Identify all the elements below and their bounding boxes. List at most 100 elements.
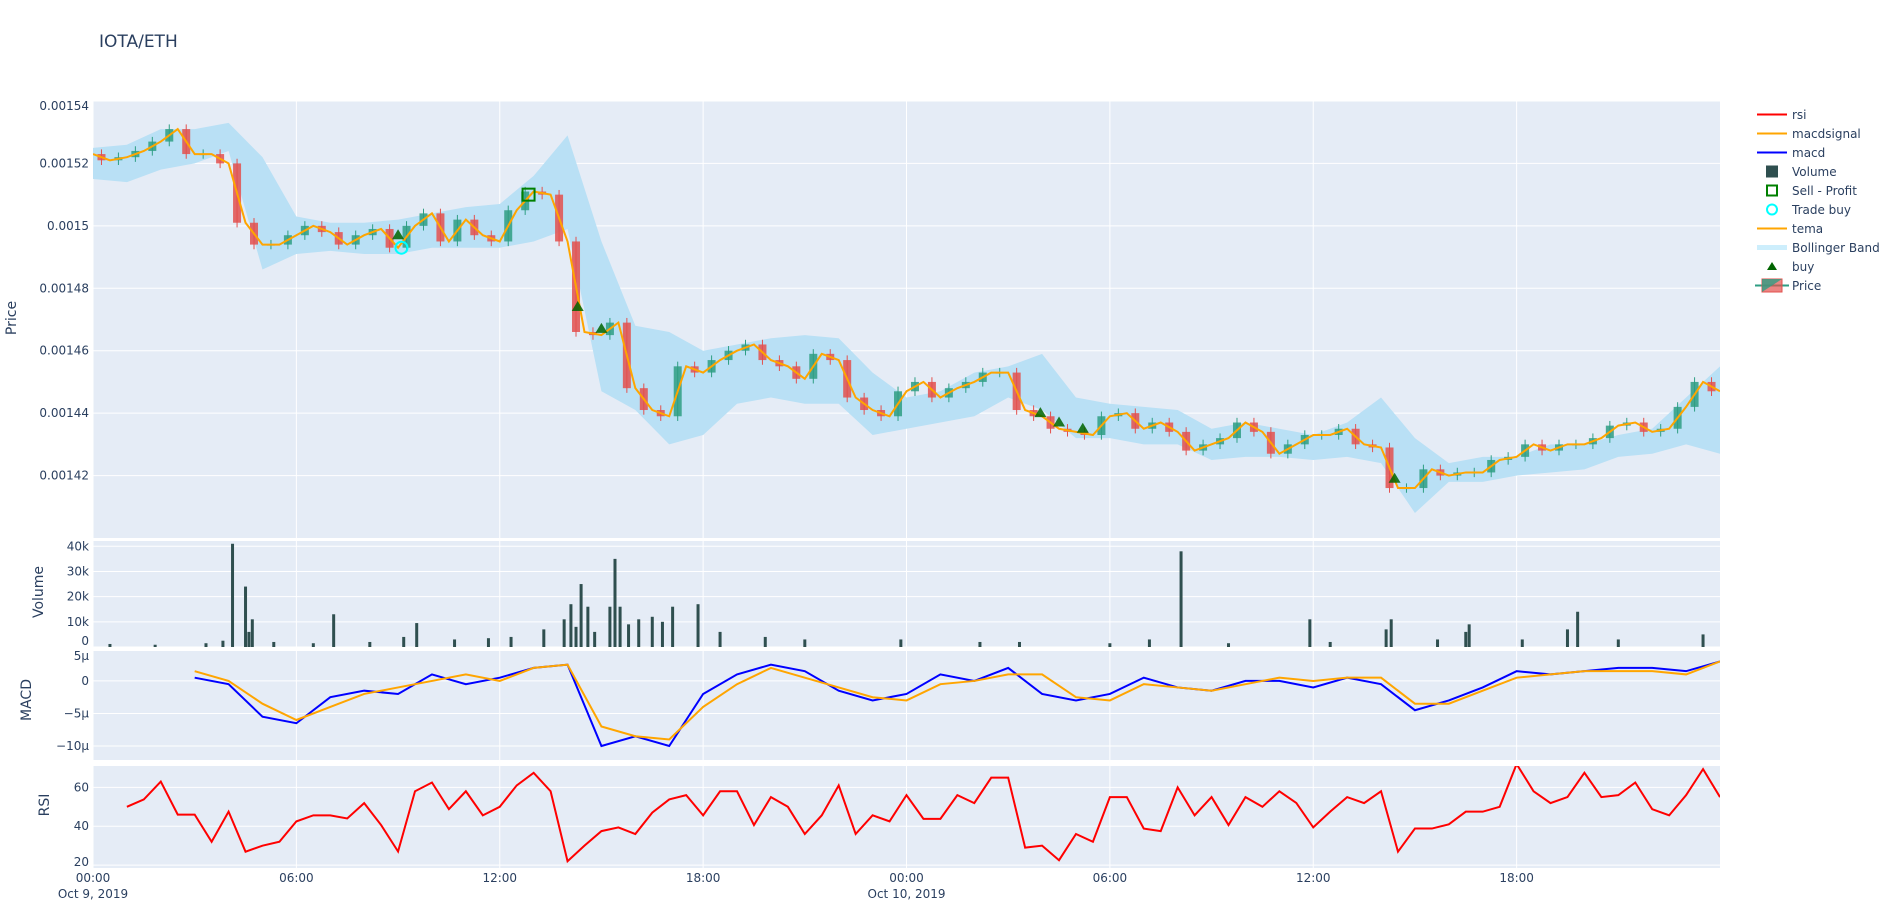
xtick-date-label: Oct 9, 2019 — [58, 887, 128, 901]
volume-bar — [1389, 619, 1393, 647]
volume-ytick-label: 30k — [67, 564, 89, 578]
volume-bar — [108, 643, 112, 647]
buy-marker — [392, 229, 405, 240]
legend-label: buy — [1792, 259, 1815, 274]
xtick-label: 12:00 — [482, 871, 517, 885]
volume-bar — [415, 623, 419, 647]
volume-bar — [1308, 619, 1312, 647]
legend-label: Sell - Profit — [1792, 183, 1857, 198]
rsi-axis-title: RSI — [37, 793, 53, 817]
chart-title: IOTA/ETH — [99, 32, 178, 52]
legend-square-filled-icon — [1752, 162, 1792, 181]
volume-bar — [899, 639, 903, 647]
volume-bar — [1384, 629, 1388, 647]
price-marks — [93, 122, 1720, 514]
legend-item-rsi[interactable]: rsi — [1752, 105, 1880, 124]
volume-bar — [1464, 631, 1468, 647]
legend-label: Price — [1792, 278, 1822, 293]
buy-marker — [1076, 422, 1089, 433]
volume-ytick-label: 0 — [81, 634, 89, 648]
volume-bar — [311, 643, 315, 647]
volume-bar — [1576, 611, 1580, 647]
volume-bar — [153, 644, 157, 647]
volume-bar — [486, 638, 490, 647]
sell-profit-marker — [521, 187, 536, 202]
legend-item-volume[interactable]: Volume — [1752, 162, 1880, 181]
legend-item-tema[interactable]: tema — [1752, 219, 1880, 238]
xtick-label: 18:00 — [686, 871, 721, 885]
volume-bar — [608, 606, 612, 647]
legend-line-icon — [1752, 105, 1792, 124]
bollinger-band — [93, 122, 1720, 514]
legend-item-trade-buy[interactable]: Trade buy — [1752, 200, 1880, 219]
volume-bar — [250, 619, 254, 647]
rsi-ytick-label: 20 — [74, 855, 89, 869]
macd-marks — [194, 660, 1720, 748]
xtick-label: 00:00 — [76, 871, 111, 885]
volume-ytick-label: 10k — [67, 615, 89, 629]
volume-ytick-label: 20k — [67, 590, 89, 604]
volume-bar — [803, 639, 807, 647]
legend-item-macd[interactable]: macd — [1752, 143, 1880, 162]
legend-candlestick-icon — [1752, 276, 1792, 295]
xtick-date-label: Oct 10, 2019 — [868, 887, 946, 901]
volume-bar — [613, 558, 617, 647]
volume-bar — [562, 619, 566, 647]
xtick-label: 00:00 — [889, 871, 924, 885]
volume-bar — [1108, 643, 1112, 647]
volume-bar — [221, 640, 225, 647]
volume-bar — [593, 631, 597, 647]
legend-line-icon — [1752, 143, 1792, 162]
macd-ytick-label: 0 — [81, 674, 89, 688]
legend-label: tema — [1792, 221, 1824, 236]
buy-marker — [1034, 407, 1047, 418]
volume-bar — [244, 586, 248, 647]
price-ytick-label: 0.00154 — [39, 99, 89, 113]
macd-ytick-label: 5µ — [74, 649, 90, 663]
volume-bar — [618, 606, 622, 647]
volume-bar — [574, 626, 578, 647]
volume-bar — [231, 543, 235, 647]
macd-line — [194, 660, 1720, 748]
volume-bar — [650, 616, 654, 647]
legend-band-icon — [1752, 238, 1792, 257]
xtick-label: 06:00 — [1093, 871, 1128, 885]
rsi-line — [126, 766, 1720, 864]
legend-label: Bollinger Band — [1792, 240, 1880, 255]
legend-item-buy[interactable]: buy — [1752, 257, 1880, 276]
xtick-label: 12:00 — [1296, 871, 1331, 885]
trade-buy-marker — [394, 240, 409, 255]
volume-bar — [1565, 629, 1569, 647]
legend-label: Trade buy — [1792, 202, 1851, 217]
volume-bar — [627, 624, 631, 647]
volume-marks — [108, 543, 1705, 647]
volume-bar — [1147, 639, 1151, 647]
legend-square-open-icon — [1752, 181, 1792, 200]
buy-marker — [1388, 472, 1401, 483]
price-ytick-label: 0.0015 — [47, 219, 89, 233]
price-axis-title: Price — [4, 300, 20, 336]
volume-bar — [332, 614, 336, 647]
volume-bar — [1328, 641, 1332, 647]
price-ytick-label: 0.00152 — [39, 156, 89, 170]
volume-bar — [509, 636, 513, 647]
volume-bar — [671, 606, 675, 647]
price-ytick-label: 0.00146 — [39, 344, 89, 358]
price-ytick-label: 0.00144 — [39, 406, 89, 420]
rsi-ytick-label: 40 — [74, 819, 89, 833]
macd-ytick-label: −5µ — [64, 706, 90, 720]
legend-circle-open-icon — [1752, 200, 1792, 219]
legend-item-sell-profit[interactable]: Sell - Profit — [1752, 181, 1880, 200]
volume-bar — [453, 639, 457, 647]
legend-item-bollinger-band[interactable]: Bollinger Band — [1752, 238, 1880, 257]
volume-axis-title: Volume — [31, 565, 47, 619]
legend-item-price[interactable]: Price — [1752, 276, 1880, 295]
legend-item-macdsignal[interactable]: macdsignal — [1752, 124, 1880, 143]
volume-bar — [1436, 639, 1440, 647]
legend-label: macd — [1792, 145, 1826, 160]
legend-line-icon — [1752, 124, 1792, 143]
legend-triangle-up-icon — [1752, 257, 1792, 276]
volume-bar — [660, 621, 664, 647]
legend: rsi macdsignal macd Volume Sell - Profit Trad… — [1752, 105, 1880, 295]
